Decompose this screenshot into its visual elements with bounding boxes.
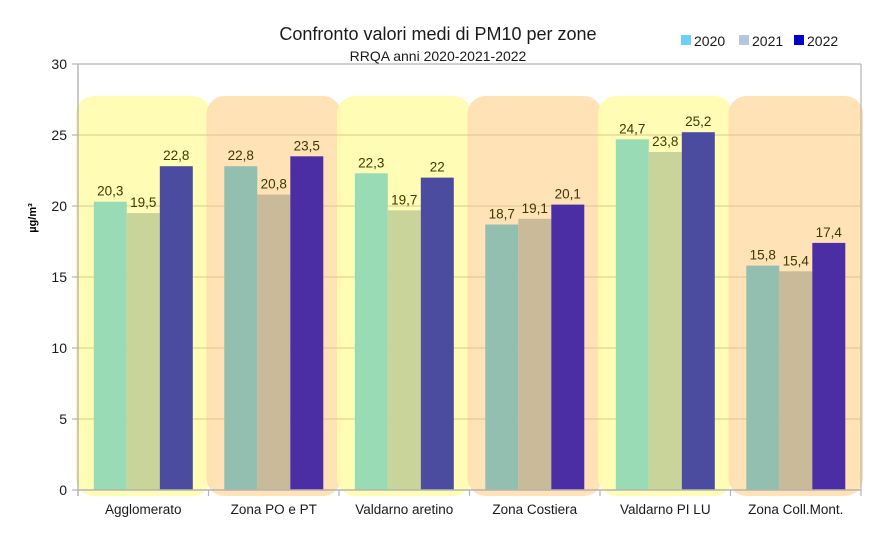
gridlines: [78, 63, 861, 420]
bar-2020-5: [746, 265, 780, 490]
bar-2022-5: [812, 242, 846, 490]
legend-label-2021: 2021: [752, 33, 783, 49]
x-tick-label-2: Valdarno aretino: [355, 502, 453, 517]
y-tick-label-5: 5: [59, 411, 67, 427]
legend-swatch-2020: [681, 35, 691, 45]
legend-swatch-2021: [739, 35, 749, 45]
data-label-2022-0: 22,8: [163, 148, 189, 163]
bar-2020-3: [485, 224, 519, 490]
y-tick-label-20: 20: [51, 198, 67, 214]
x-tick-label-1: Zona PO e PT: [231, 502, 317, 517]
y-tick-label-30: 30: [51, 56, 67, 72]
bar-2022-4: [681, 132, 715, 490]
bar-2020-1: [224, 166, 258, 490]
legend: 2020 2021 2022: [681, 33, 838, 49]
bar-2022-0: [159, 166, 193, 490]
bar-2020-4: [615, 139, 649, 491]
data-label-2020-1: 22,8: [228, 148, 254, 163]
data-label-2021-0: 19,5: [130, 195, 156, 210]
legend-label-2022: 2022: [807, 33, 838, 49]
data-label-2021-1: 20,8: [261, 177, 287, 192]
chart-subtitle: RRQA anni 2020-2021-2022: [350, 48, 527, 64]
y-tick-label-0: 0: [59, 482, 67, 498]
data-label-2020-0: 20,3: [97, 184, 123, 199]
bar-2022-2: [420, 177, 454, 490]
bars: [93, 132, 846, 491]
bar-2021-5: [779, 271, 813, 490]
chart-title: Confronto valori medi di PM10 per zone: [279, 24, 596, 44]
y-tick-label-25: 25: [51, 127, 67, 143]
data-label-2022-5: 17,4: [816, 225, 843, 240]
bar-2020-2: [354, 173, 388, 491]
data-label-2021-3: 19,1: [522, 201, 548, 216]
bar-2021-4: [648, 152, 682, 490]
y-axis-label: µg/m³: [27, 203, 39, 233]
bar-2021-1: [257, 194, 291, 490]
bar-2022-3: [551, 204, 585, 490]
data-label-2022-3: 20,1: [555, 187, 581, 202]
bar-2020-0: [93, 201, 127, 490]
axes: 0 5 10 15 20 25 30 Agglomerato Zona PO e PT Valda…: [51, 56, 862, 517]
legend-swatch-2022: [794, 35, 804, 45]
x-tick-label-4: Valdarno PI LU: [620, 502, 711, 517]
y-tick-label-15: 15: [51, 269, 67, 285]
legend-label-2020: 2020: [694, 33, 725, 49]
y-tick-label-10: 10: [51, 340, 67, 356]
data-label-2020-4: 24,7: [619, 121, 645, 136]
data-label-2021-4: 23,8: [652, 134, 678, 149]
data-label-2022-1: 23,5: [294, 138, 320, 153]
bar-2022-1: [290, 156, 324, 491]
data-label-2020-3: 18,7: [489, 207, 515, 222]
data-labels: 20,3 19,5 22,8 22,8 20,8 23,5 22,3 19,7 22 18,7 19…: [97, 114, 842, 268]
bar-2021-2: [387, 210, 421, 491]
data-label-2022-4: 25,2: [685, 114, 711, 129]
x-tick-label-0: Agglomerato: [105, 502, 182, 517]
category-backgrounds: [76, 96, 863, 496]
bar-2021-0: [126, 213, 160, 490]
data-label-2022-2: 22: [430, 160, 445, 175]
data-label-2020-5: 15,8: [750, 248, 776, 263]
bar-2021-3: [518, 218, 552, 491]
x-tick-label-5: Zona Coll.Mont.: [748, 502, 843, 517]
data-label-2020-2: 22,3: [358, 155, 384, 170]
data-label-2021-2: 19,7: [391, 192, 417, 207]
data-label-2021-5: 15,4: [783, 253, 810, 268]
x-tick-label-3: Zona Costiera: [492, 502, 577, 517]
